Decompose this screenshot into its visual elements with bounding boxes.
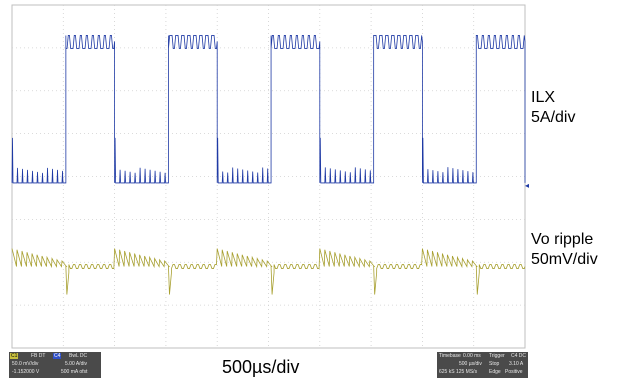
timebase-value: 0.00 ms <box>463 353 481 359</box>
voltage-channel-label: Vo ripple 50mV/div <box>531 230 598 270</box>
ch1-coupling: FB DT <box>31 353 46 359</box>
vo-ripple-trace <box>11 248 526 295</box>
timebase-div: 500 µs/div <box>459 361 482 367</box>
trigger-level: 3.10 A <box>509 361 524 367</box>
ilx-trace <box>11 35 526 184</box>
timebase-title: Timebase <box>439 353 461 359</box>
ch1-offset: -1.152000 V <box>12 369 40 375</box>
ch4-badge[interactable]: C4 <box>53 353 62 359</box>
trigger-slope: Positive <box>505 369 523 375</box>
ch4-coupling: BwL DC <box>69 353 88 359</box>
timebase-samples: 625 kS 125 MS/s <box>439 369 478 375</box>
ch4-offset: 500 mA ofst <box>61 369 88 375</box>
trigger-mode: Stop <box>489 361 500 367</box>
voltage-channel-name: Vo ripple <box>531 231 594 248</box>
timebase-caption: 500µs/div <box>222 357 300 377</box>
current-channel-scale: 5A/div <box>531 109 576 126</box>
plot-traces <box>11 35 529 295</box>
ch4-scale: 5.00 A/div <box>65 361 87 367</box>
ch1-badge[interactable]: C1 <box>10 353 19 359</box>
ilx-offset-marker <box>525 183 529 188</box>
ch1-scale: 50.0 mV/div <box>12 361 39 367</box>
voltage-channel-scale: 50mV/div <box>531 251 598 268</box>
trigger-title: Trigger <box>489 353 505 359</box>
channel-info-panel: C1 FB DT 50.0 mV/div -1.152000 V C4 BwL … <box>9 352 101 378</box>
current-channel-name: ILX <box>531 89 556 106</box>
current-channel-label: ILX 5A/div <box>531 88 575 128</box>
trigger-channel: C4 DC <box>511 353 527 359</box>
timebase-trigger-panel: Timebase 0.00 ms 500 µs/div 625 kS 125 M… <box>437 352 528 378</box>
trigger-type: Edge <box>489 369 501 375</box>
